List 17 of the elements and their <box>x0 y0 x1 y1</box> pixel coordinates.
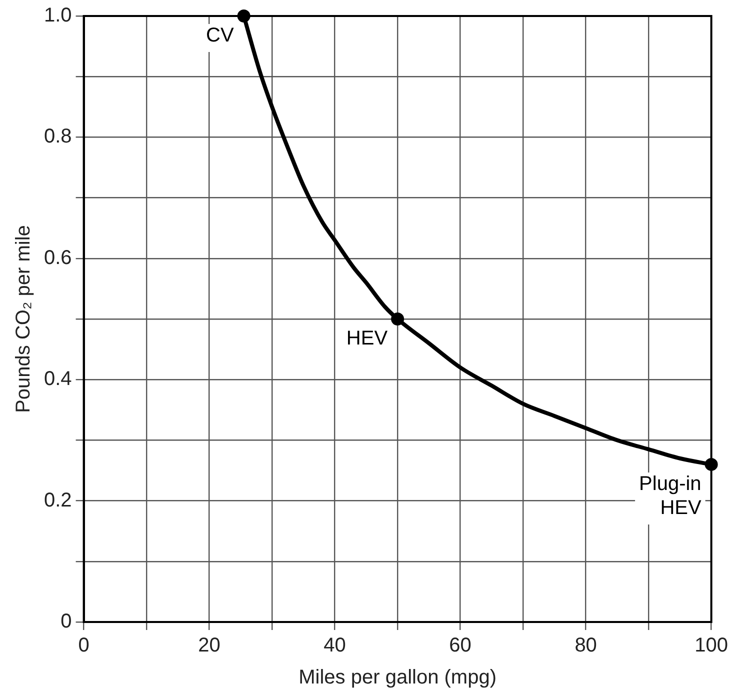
y-tick-label: 0.4 <box>44 368 72 390</box>
y-tick-label: 0.2 <box>44 489 72 512</box>
y-axis-title: Pounds CO₂ per mile <box>12 225 35 413</box>
y-tick-label: 0.8 <box>44 126 72 148</box>
annotation: Plug-in HEV <box>639 472 702 519</box>
annotation: CV <box>206 24 234 47</box>
x-tick-label: 100 <box>694 634 728 657</box>
x-tick-label: 60 <box>449 634 472 657</box>
y-tick-label: 0 <box>60 610 72 633</box>
x-tick-label: 80 <box>574 634 597 657</box>
y-tick-label: 1.0 <box>44 4 72 27</box>
y-tick-label: 0.6 <box>44 246 72 269</box>
x-tick-label: 20 <box>198 634 220 657</box>
x-axis-title: Miles per gallon (mpg) <box>298 666 496 689</box>
annotation: HEV <box>346 328 388 350</box>
x-tick-label: 40 <box>324 634 346 657</box>
x-tick-label: 0 <box>78 634 90 657</box>
